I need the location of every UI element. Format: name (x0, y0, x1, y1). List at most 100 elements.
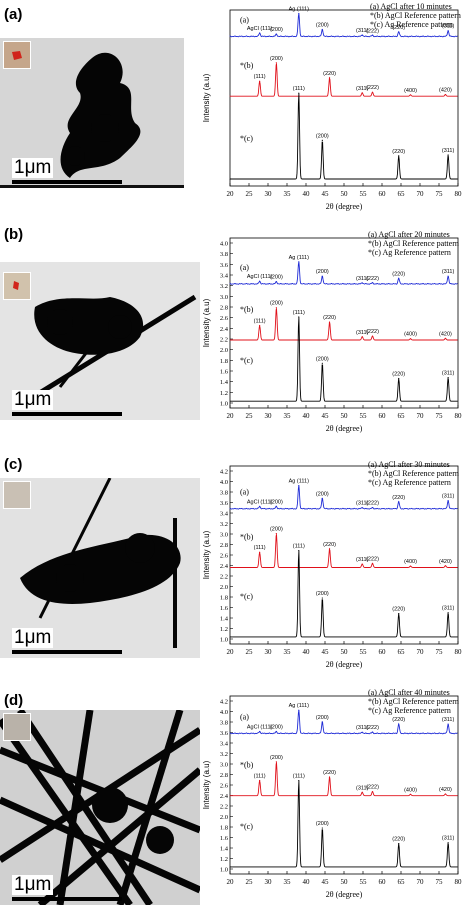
peak-label: (200) (270, 755, 283, 761)
peak-label: (400) (404, 559, 417, 565)
x-tick-label: 45 (322, 190, 330, 198)
y-tick-label: 3.4 (220, 741, 229, 748)
peak-point (447, 723, 449, 725)
peak-point (361, 336, 363, 338)
legend-a-line-1: (a) AgCl after 10 minutes (370, 2, 452, 11)
x-tick-label: 45 (322, 878, 330, 886)
peak-point (298, 12, 300, 15)
y-tick-label: 3.4 (220, 511, 229, 518)
peak-point (321, 497, 323, 499)
photo-inset-b (3, 272, 31, 300)
peak-point (259, 80, 261, 82)
peak-label: (311) (356, 330, 369, 336)
scale-bar-d: 1μm (12, 875, 132, 901)
legend-d: (a) AgCl after 40 minutes *(b) AgCl Refe… (368, 688, 459, 715)
peak-label: (200) (316, 821, 329, 827)
peak-point (298, 709, 300, 711)
peak-label: (220) (392, 371, 405, 377)
x-tick-label: 65 (398, 878, 406, 886)
x-tick-label: 30 (265, 190, 273, 198)
peak-label: (220) (392, 149, 405, 155)
legend-a-line-3: *(c) Ag Reference pattern (370, 20, 453, 29)
panel-letter-b: (b) (4, 226, 24, 243)
peak-point (361, 731, 363, 733)
x-tick-label: 80 (455, 190, 463, 198)
peak-label: (311) (442, 717, 455, 723)
y-tick-label: 3.2 (220, 521, 228, 528)
y-axis-label: Intensity (a.u) (202, 298, 211, 347)
series-line-1 (229, 485, 458, 510)
x-tick-label: 70 (417, 190, 425, 198)
xrd-chart-b: 20 25 30 35 40 45 50 55 60 65 70 75 80 2θ (degree) Int… (202, 237, 462, 433)
series-line-2 (230, 308, 458, 341)
peak-label: (311) (442, 371, 455, 377)
photo-inset-d (3, 713, 31, 741)
peak-label: (220) (392, 717, 405, 723)
y-tick-label: 2.4 (220, 563, 229, 570)
peak-point (328, 776, 331, 778)
y-tick-label: 3.6 (220, 500, 229, 507)
peak-label: (400) (404, 787, 417, 793)
peak-label: (220) (392, 837, 405, 843)
peak-point (298, 261, 300, 263)
peak-label: (420) (439, 331, 452, 337)
peak-point (321, 275, 323, 277)
x-tick-label: 55 (360, 412, 368, 420)
peak-label: (222) (366, 28, 379, 34)
y-axis-label: Intensity (a.u) (202, 73, 211, 122)
peak-point (275, 307, 277, 309)
x-tick-label: 70 (417, 648, 425, 656)
scale-label-a: 1μm (12, 157, 54, 178)
x-tick-label: 35 (284, 648, 292, 656)
peak-label: (311) (356, 501, 369, 507)
peak-label: AgCl (111) (247, 26, 273, 32)
peak-point (398, 155, 400, 157)
curve-label: (a) (240, 15, 249, 24)
y-axis-label: Intensity (a.u) (202, 530, 211, 579)
peak-point (361, 92, 363, 94)
x-axis-label: 2θ (degree) (326, 660, 363, 669)
peak-point (361, 506, 363, 509)
x-tick-label: 40 (303, 648, 311, 656)
peak-label: (222) (366, 501, 379, 507)
peak-label: (111) (254, 773, 266, 779)
x-tick-label: 75 (436, 412, 444, 420)
y-axis-label: Intensity (a.u) (202, 760, 211, 809)
peak-point (444, 337, 447, 339)
y-tick-label: 1.0 (220, 867, 228, 874)
legend-c-line-2: *(b) AgCl Reference pattern (368, 469, 459, 478)
peak-point (321, 28, 323, 31)
y-tick-label: 1.2 (220, 626, 228, 633)
y-tick-label: 3.8 (220, 490, 228, 497)
peak-point (447, 612, 449, 614)
xrd-chart-a: 20 25 30 35 40 45 50 55 60 65 70 75 80 2θ (degree) Int… (202, 7, 463, 211)
y-tick-label: 3.0 (220, 532, 228, 539)
legend-d-line-2: *(b) AgCl Reference pattern (368, 697, 459, 706)
peak-label: (220) (323, 542, 336, 548)
y-tick-label: 2.4 (220, 326, 229, 333)
peak-point (371, 34, 374, 36)
peak-point (371, 506, 374, 509)
y-tick-label: 3.4 (220, 273, 229, 280)
peak-label: (111) (254, 318, 266, 324)
peak-point (447, 154, 449, 156)
legend-d-line-3: *(c) Ag Reference pattern (368, 706, 451, 715)
peak-label: (220) (323, 71, 336, 77)
y-tick-label: 4.0 (220, 241, 228, 248)
peak-label: (111) (293, 310, 305, 316)
y-tick-label: 3.6 (220, 730, 229, 737)
peak-label: Ag (111) (289, 703, 309, 709)
peak-label: AgCl (111) (247, 499, 273, 505)
peak-label: (400) (404, 88, 417, 94)
x-axis-label: 2θ (degree) (326, 202, 363, 211)
x-tick-label: 70 (417, 878, 425, 886)
peak-label: (420) (439, 787, 452, 793)
series-line-2 (229, 534, 458, 568)
peak-point (447, 275, 449, 277)
peak-point (259, 505, 261, 508)
peak-label: Ag (111) (289, 7, 309, 13)
peak-label: (200) (316, 356, 329, 362)
x-tick-label: 25 (246, 190, 254, 198)
y-tick-label: 2.2 (220, 337, 228, 344)
y-tick-label: 2.6 (220, 553, 229, 560)
